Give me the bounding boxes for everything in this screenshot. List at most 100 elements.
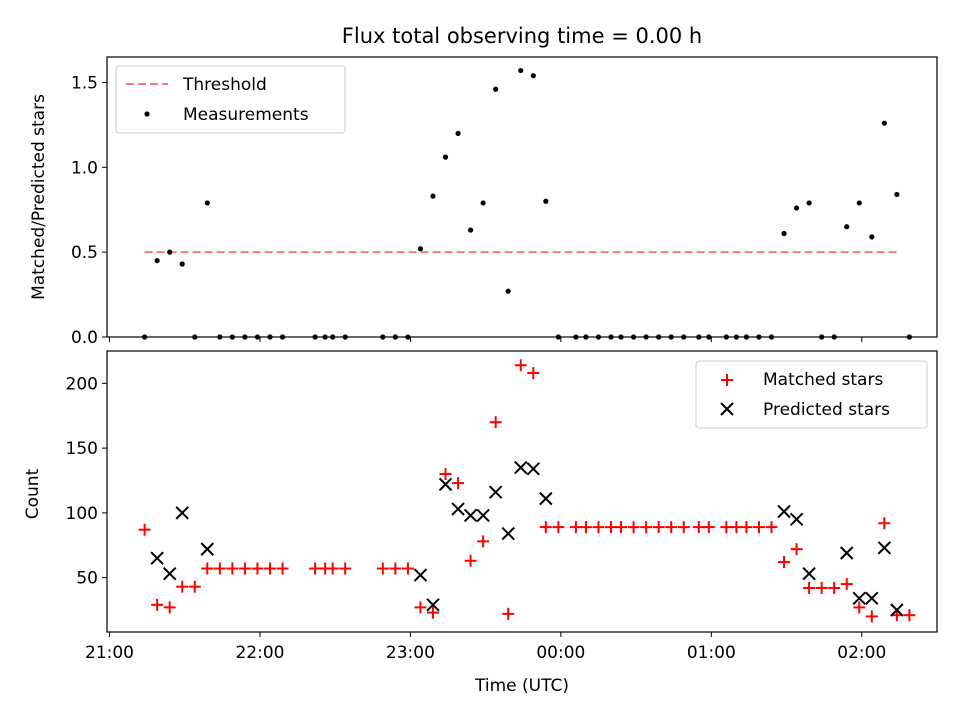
matched-star-point (539, 521, 552, 534)
matched-star-point (527, 367, 540, 380)
measurement-point (543, 198, 549, 204)
matched-star-point (740, 521, 753, 534)
matched-star-point (790, 543, 803, 556)
matched-star-point (552, 521, 565, 534)
bottom-legend-box (695, 360, 928, 429)
matched-star-point (878, 517, 891, 530)
bottom-x-tick-label: 01:00 (687, 643, 736, 663)
matched-star-point (138, 523, 151, 536)
top-y-tick-label: 0.0 (71, 328, 98, 348)
measurements-legend-swatch (144, 111, 150, 117)
measurement-point (518, 67, 524, 74)
top-y-tick-label: 1.5 (71, 73, 98, 93)
bottom-x-tick-label: 21:00 (85, 643, 134, 663)
measurement-point (530, 73, 536, 79)
matched-star-point (151, 598, 164, 611)
bottom-legend: Matched stars Predicted stars (695, 360, 928, 429)
bottom-x-axis: 21:00 22:00 23:00 00:00 01:00 02:00 (85, 632, 886, 663)
top-y-axis: 0.0 0.5 1.0 1.5 (71, 73, 107, 348)
matched-star-point (439, 468, 452, 481)
matched-star-point (665, 521, 678, 534)
bottom-y-tick-label: 50 (76, 569, 98, 589)
matched-star-point (692, 521, 705, 534)
top-panel: 0.0 0.5 1.0 1.5 Matched/Predicted stars Thr… (29, 56, 938, 348)
bottom-y-tick-label: 150 (66, 439, 98, 459)
predicted-star-point (463, 508, 478, 523)
matched-star-point (426, 606, 439, 619)
matched-star-point (276, 562, 289, 575)
predicted-star-point (539, 491, 553, 506)
measurements-legend-label: Measurements (183, 105, 309, 125)
matched-star-point (251, 562, 264, 575)
measurement-point (455, 130, 461, 136)
predicted-star-point (175, 506, 189, 520)
measurement-point (856, 200, 862, 206)
matched-star-point (263, 562, 276, 575)
matched-star-point (176, 580, 189, 593)
bottom-panel-frame (106, 350, 938, 633)
top-x-ticks (109, 337, 863, 342)
predicted-star-point (526, 462, 540, 476)
matched-star-point (615, 521, 628, 534)
matched-star-point (803, 581, 816, 594)
predicted-star-point (890, 603, 904, 617)
matched-star-point (592, 521, 605, 534)
measurement-point (417, 246, 424, 252)
bottom-x-tick-label: 00:00 (536, 643, 585, 663)
matched-star-point (188, 580, 201, 593)
matched-star-point (226, 562, 239, 575)
matched-legend-swatch (721, 374, 733, 386)
matched-star-point (414, 601, 427, 614)
matched-star-point (815, 581, 828, 594)
predicted-star-point (852, 591, 866, 606)
predicted-star-point (476, 508, 490, 523)
matched-star-point (163, 601, 176, 614)
measurement-point (442, 154, 449, 160)
matched-star-point (720, 521, 733, 534)
measurement-point (467, 227, 474, 233)
predicted-star-point (150, 551, 164, 565)
measurement-point (179, 261, 185, 267)
top-y-tick-label: 1.0 (71, 158, 98, 178)
measurement-point (894, 191, 900, 198)
predicted-star-point (200, 542, 215, 556)
predicted-star-point (802, 567, 816, 581)
predicted-star-point (438, 477, 453, 492)
measurement-point (844, 224, 850, 230)
matched-star-point (569, 521, 582, 534)
bottom-x-tick-label: 23:00 (386, 643, 435, 663)
predicted-star-point (413, 568, 428, 582)
predicted-star-point (789, 512, 804, 527)
top-y-tick-label: 0.5 (71, 243, 98, 263)
measurement-point (154, 258, 160, 264)
matched-star-point (477, 535, 490, 548)
measurement-point (167, 249, 173, 255)
measurement-point (793, 205, 800, 211)
matched-star-point (853, 601, 866, 614)
matched-star-point (640, 521, 653, 534)
predicted-star-point (877, 541, 892, 555)
matched-star-point (514, 359, 527, 372)
predicted-legend-swatch (720, 402, 734, 416)
predicted-star-point (426, 598, 440, 612)
measurement-point (869, 234, 875, 240)
matched-star-point (339, 562, 352, 575)
top-legend-box (115, 65, 346, 134)
bottom-panel: 50 100 150 200 21:00 22:00 23:00 00:00 01:00 02:… (23, 350, 938, 696)
bottom-y-tick-label: 200 (66, 374, 98, 394)
matched-star-point (765, 521, 778, 534)
matched-star-point (389, 562, 402, 575)
matched-star-point (326, 562, 339, 575)
measurement-points (142, 67, 913, 340)
matched-star-point (828, 581, 841, 594)
matched-star-point (903, 609, 916, 622)
bottom-x-tick-label: 22:00 (235, 643, 284, 663)
matched-star-point (579, 521, 592, 534)
measurement-point (806, 200, 812, 206)
predicted-star-point (514, 460, 528, 475)
matched-star-point (464, 554, 477, 567)
top-y-axis-label: Matched/Predicted stars (29, 94, 49, 300)
measurement-point (430, 193, 436, 199)
matched-star-point (840, 578, 853, 591)
